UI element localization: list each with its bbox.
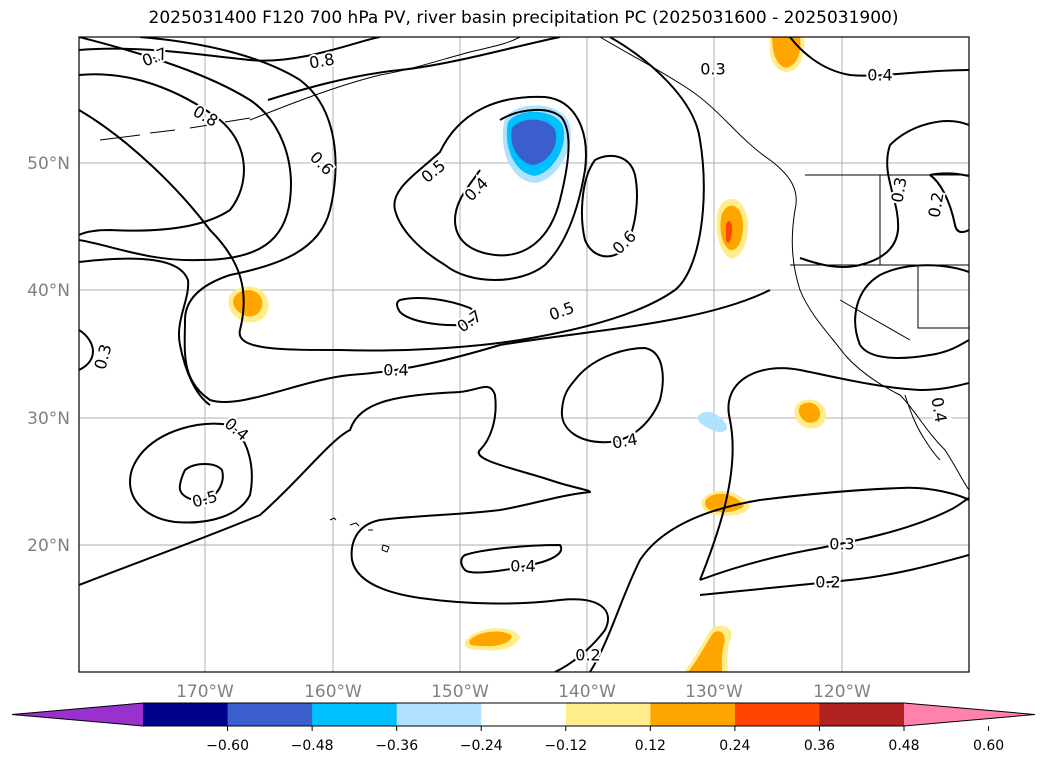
pv-contour [699,554,969,596]
pv-contour [799,144,900,268]
lon-label-170w: 170°W [176,682,234,702]
pv-contour [128,422,253,524]
lon-label-130w: 130°W [685,682,743,702]
colorbar-extend-max [904,703,1035,726]
pv-contour [79,37,292,262]
colorbar-tick-label: −0.12 [544,738,587,754]
colorbar-segment [227,703,313,726]
positive-patch-west-core [233,290,263,317]
colorbar-segment [565,703,651,726]
lat-label-20n: 20°N [27,536,70,556]
pv-contour [889,120,969,146]
colorbar-segment [734,703,820,726]
contour-label: 0.3 [829,535,854,554]
pv-contour [581,154,638,258]
pv-contours [79,37,969,672]
pv-contour [460,543,563,574]
pv-contour [929,172,969,177]
pv-contour [79,329,94,371]
colorbar-extend-min [12,703,143,726]
colorbar-segment [312,703,398,726]
positive-patch-north [772,37,801,68]
positive-patch-southeast-core [688,631,725,672]
positive-patch-baja-core [798,402,821,423]
colorbar-tick-label: −0.60 [206,738,249,754]
colorbar-tick-label: 0.24 [719,738,750,754]
positive-patch-south-core [469,631,512,647]
lat-label-50n: 50°N [27,154,70,174]
pv-contour [79,385,609,672]
latitude-labels: 50°N 40°N 30°N 20°N [27,154,70,556]
contour-label: 0.2 [815,573,840,592]
pv-contour [699,497,969,581]
colorbar-outline [11,702,1036,727]
colorbar-segment [819,703,905,726]
precip-shading [228,37,827,672]
pv-contour [589,486,969,672]
colorbar-tick-label: −0.24 [460,738,503,754]
us-states [790,175,969,341]
colorbar-tick-label: 0.12 [635,738,666,754]
colorbar: −0.60 −0.48 −0.36 −0.24 −0.12 0.12 0.24 0.36 0.4… [11,702,1036,754]
map-content [79,37,969,672]
pv-contour [178,463,224,502]
pv-contour [79,37,381,62]
pv-contour [79,37,705,352]
coastline-baja [904,394,941,461]
lat-label-40n: 40°N [27,281,70,301]
colorbar-tick-label: 0.36 [804,738,835,754]
lon-label-160w: 160°W [304,682,362,702]
lon-label-150w: 150°W [431,682,489,702]
lon-label-120w: 120°W [813,682,871,702]
lat-label-30n: 30°N [27,409,70,429]
contour-label: 0.4 [510,557,535,576]
coastline-alaska [249,37,521,121]
pv-contour [267,37,561,101]
longitude-labels: 170°W 160°W 150°W 140°W 130°W 120°W [176,682,871,702]
colorbar-tick-label: −0.48 [291,738,334,754]
colorbar-segment [396,703,482,726]
pv-contour [393,95,587,281]
pv-contour [789,37,969,77]
coastline-north-america [599,37,969,491]
pv-contour [854,264,969,346]
pv-contour [929,174,969,233]
coastline-aleutians [99,117,251,141]
contour-label: 0.4 [383,361,408,380]
pv-contour [79,73,245,236]
contour-label: 0.4 [867,66,892,85]
pv-contour [560,346,664,444]
colorbar-segment [481,703,567,726]
pv-contour [396,297,477,327]
positive-patch-north-edge [769,37,805,72]
coastlines [99,37,969,553]
positive-patch-coast-peak [726,221,733,243]
small-negative-patch [697,411,727,432]
contour-label: 0.3 [700,60,725,79]
map-frame [78,36,970,673]
colorbar-segment [143,703,229,726]
pv-contour [859,339,969,359]
hawaii [329,517,390,553]
pv-contour [79,257,211,406]
colorbar-tick-label: −0.36 [375,738,418,754]
colorbar-segment [650,703,736,726]
contour-label: 0.2 [575,646,600,665]
colorbar-tick-label: 0.60 [973,738,1004,754]
negative-anomaly-core [511,119,557,165]
colorbar-tick-label: 0.48 [888,738,919,754]
lon-label-140w: 140°W [558,682,616,702]
map-title: 2025031400 F120 700 hPa PV, river basin … [148,8,899,28]
pv-contour [453,108,570,257]
pv-contour [699,367,969,581]
